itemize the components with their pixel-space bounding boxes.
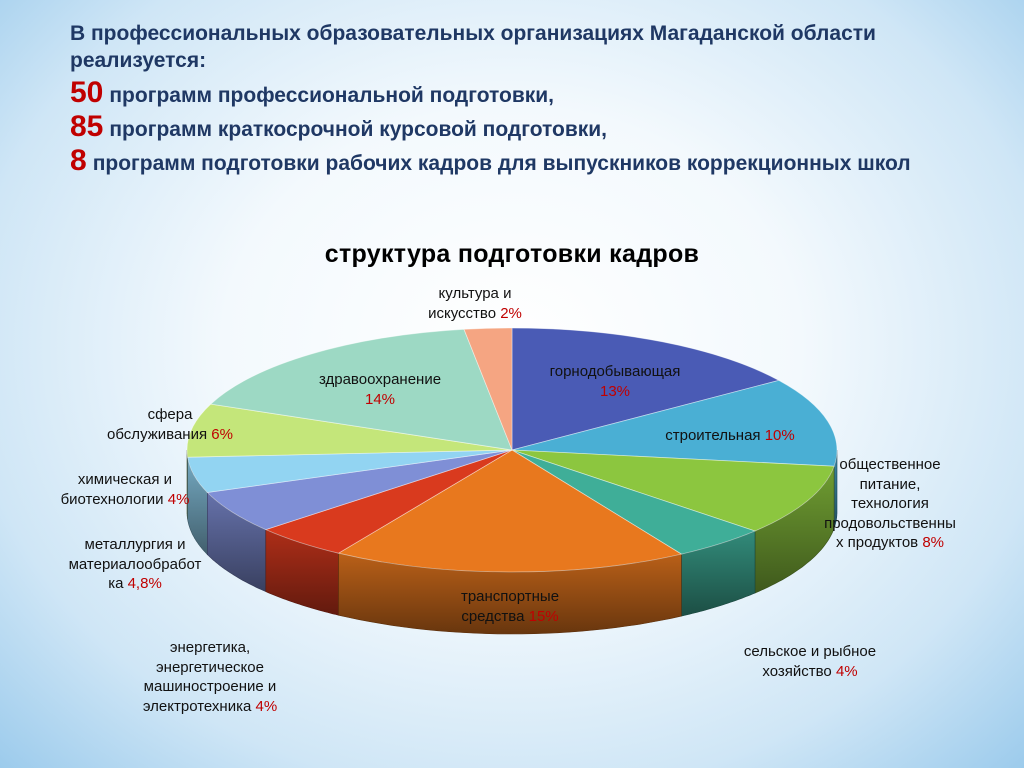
pie-slice-0 <box>511 327 780 451</box>
slice-value-5: 4% <box>255 697 278 715</box>
pie-slice-4 <box>337 449 683 573</box>
slice-label-9: здравоохранение 14% <box>295 370 465 409</box>
slice-value-0: 13% <box>599 382 631 400</box>
slice-label-4: транспортные средства 15% <box>430 587 590 626</box>
program-line-1: 50 программ профессиональной подготовки, <box>70 75 970 109</box>
program-count-2: 85 <box>70 109 104 143</box>
slice-label-6: металлургия и материалообработ ка 4,8% <box>40 535 230 594</box>
slice-label-1: строительная 10% <box>630 426 830 446</box>
program-text-3: программ подготовки рабочих кадров для в… <box>92 152 911 176</box>
program-count-3: 8 <box>70 144 87 178</box>
program-text-2: программ краткосрочной курсовой подготов… <box>109 117 608 141</box>
slice-value-2: 8% <box>922 534 944 551</box>
slice-label-text-3: сельское и рыбное хозяйство <box>743 643 877 680</box>
program-text-1: программ профессиональной подготовки, <box>109 83 555 107</box>
slice-label-text-9: здравоохранение <box>318 371 442 388</box>
slice-label-8: сфера обслуживания 6% <box>70 405 270 444</box>
intro-text: В профессиональных образовательных орган… <box>70 22 876 73</box>
slice-value-6: 4,8% <box>127 575 162 592</box>
slice-label-text-4: транспортные средства <box>460 588 560 625</box>
slice-label-text-5: энергетика, энергетическое машиностроени… <box>142 639 277 715</box>
pie-slice-2 <box>511 449 835 532</box>
program-line-3: 8 программ подготовки рабочих кадров для … <box>70 145 970 177</box>
slice-value-4: 15% <box>528 607 559 625</box>
pie-top <box>186 327 838 573</box>
slice-value-7: 4% <box>167 490 190 508</box>
pie-slice-8 <box>186 403 513 458</box>
slice-value-1: 10% <box>764 427 795 444</box>
slice-label-0: горнодобывающая 13% <box>515 362 715 401</box>
slice-label-10: культура и искусство 2% <box>385 284 565 323</box>
slice-value-8: 6% <box>211 425 233 443</box>
pie-slice-10 <box>463 327 513 451</box>
slice-value-9: 14% <box>364 390 396 408</box>
slice-label-text-2: общественное питание, технология продово… <box>824 456 956 551</box>
slice-label-text-6: металлургия и материалообработ ка <box>68 536 202 592</box>
program-line-2: 85 программ краткосрочной курсовой подгот… <box>70 111 970 143</box>
slice-label-text-8: сфера обслуживания <box>107 406 208 443</box>
slice-label-text-0: горнодобывающая <box>549 363 681 380</box>
slice-label-3: сельское и рыбное хозяйство 4% <box>720 642 900 681</box>
slice-label-5: энергетика, энергетическое машиностроени… <box>105 638 315 716</box>
slice-label-text-10: культура и искусство <box>428 285 512 322</box>
slice-label-text-1: строительная <box>665 427 765 444</box>
slice-label-2: общественное питание, технология продово… <box>800 455 980 553</box>
slice-value-3: 4% <box>835 662 858 680</box>
slice-label-7: химическая и биотехнологии 4% <box>30 470 220 509</box>
slice-label-text-7: химическая и биотехнологии <box>60 471 173 508</box>
header-text: В профессиональных образовательных орган… <box>70 20 970 177</box>
program-count-1: 50 <box>70 75 104 109</box>
pie-slice-9 <box>209 328 513 451</box>
slice-value-10: 2% <box>500 304 522 322</box>
pie-sides <box>186 450 838 635</box>
chart-title: структура подготовки кадров <box>324 240 700 268</box>
pie-slice-1 <box>511 379 838 467</box>
